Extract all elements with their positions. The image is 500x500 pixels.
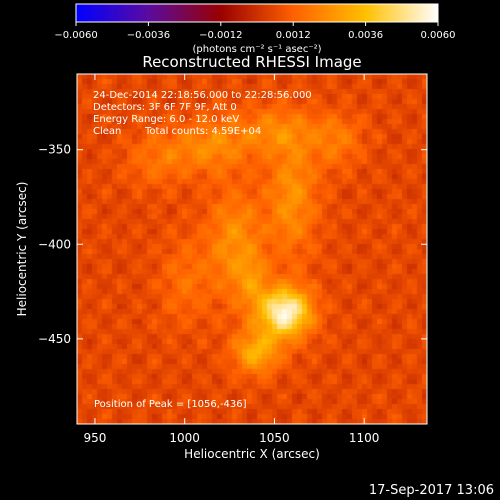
annotation-peak-position: Position of Peak = [1056,-436] bbox=[94, 399, 247, 410]
chart-title: Reconstructed RHESSI Image bbox=[142, 53, 361, 71]
x-axis-title: Heliocentric X (arcsec) bbox=[184, 447, 320, 461]
annotation-energy: Energy Range: 6.0 - 12.0 keV bbox=[93, 114, 239, 125]
x-axis: 950 1000 1050 1100 bbox=[83, 74, 379, 445]
annotation-detectors: Detectors: 3F 6F 7F 9F, Att 0 bbox=[93, 102, 237, 113]
heatmap-image bbox=[77, 74, 427, 424]
colorbar-gradient bbox=[75, 3, 439, 23]
annotation-counts: Total counts: 4.59E+04 bbox=[144, 126, 261, 137]
x-tick-label: 1100 bbox=[349, 431, 380, 445]
y-tick-label: −400 bbox=[38, 237, 71, 251]
annotation-method: Clean bbox=[93, 126, 121, 137]
heatmap-plot: Reconstructed RHESSI Image 950 1000 1050 11… bbox=[15, 53, 428, 461]
colorbar: −0.0060 −0.0036 −0.0012 0.0012 0.0036 0.0060 … bbox=[54, 3, 456, 55]
colorbar-tick-label: −0.0060 bbox=[54, 30, 97, 41]
colorbar-unit-label: (photons cm⁻² s⁻¹ asec⁻²) bbox=[192, 44, 321, 55]
footer-date: 17-Sep-2017 13:06 bbox=[368, 483, 494, 498]
colorbar-tick-label: −0.0036 bbox=[127, 30, 170, 41]
annotation-time-range: 24-Dec-2014 22:18:56.000 to 22:28:56.000 bbox=[93, 90, 312, 101]
x-tick-label: 950 bbox=[83, 431, 106, 445]
x-tick-label: 1050 bbox=[259, 431, 290, 445]
colorbar-tick-label: 0.0060 bbox=[421, 30, 456, 41]
plot-frame bbox=[76, 73, 428, 425]
y-tick-label: −450 bbox=[38, 332, 71, 346]
colorbar-tick-label: −0.0012 bbox=[199, 30, 242, 41]
y-axis-title: Heliocentric Y (arcsec) bbox=[15, 182, 29, 317]
colorbar-tick-label: 0.0012 bbox=[276, 30, 311, 41]
annotation-block: 24-Dec-2014 22:18:56.000 to 22:28:56.000… bbox=[93, 90, 312, 410]
y-tick-label: −350 bbox=[38, 143, 71, 157]
colorbar-tick-label: 0.0036 bbox=[348, 30, 383, 41]
y-axis: −450 −400 −350 bbox=[38, 143, 427, 346]
colorbar-ticks: −0.0060 −0.0036 −0.0012 0.0012 0.0036 0.0060 bbox=[54, 22, 456, 41]
x-tick-label: 1000 bbox=[169, 431, 200, 445]
